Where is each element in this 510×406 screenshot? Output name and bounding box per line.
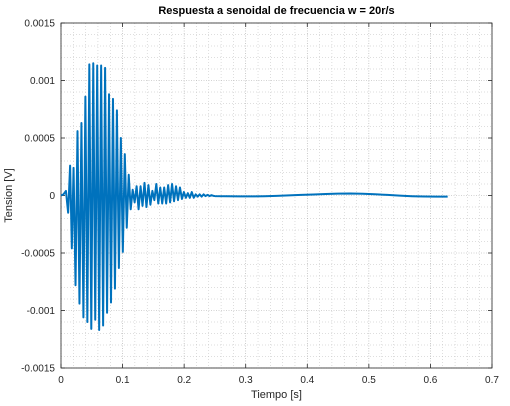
y-tick-label: 0.0005 [24,134,55,145]
y-tick-label: 0.0015 [24,19,55,30]
x-tick-label: 0.6 [423,375,437,386]
x-tick-label: 0.5 [362,375,376,386]
x-tick-label: 0.2 [177,375,191,386]
x-tick-label: 0.3 [239,375,253,386]
x-tick-label: 0.4 [300,375,314,386]
y-tick-label: 0.001 [30,76,55,87]
series-layer [60,62,448,332]
y-tick-label: -0.001 [27,306,56,317]
y-tick-label: -0.0015 [21,364,55,375]
y-tick-label: -0.0005 [21,249,55,260]
x-tick-label: 0.7 [485,375,499,386]
tick-labels: 0 0.1 0.2 0.3 0.4 0.5 0.6 0.7 -0.0015 -0.001 -0.00… [21,19,499,387]
tick-marks [60,22,493,369]
y-tick-label: 0 [49,191,55,202]
x-axis-label: Tiempo [s] [251,389,302,401]
x-tick-label: 0 [58,375,64,386]
chart-title: Respuesta a senoidal de frecuencia w = 2… [158,5,394,17]
series-line [60,62,448,332]
y-axis-label: Tension [V] [3,168,15,222]
x-tick-label: 0.1 [116,375,130,386]
